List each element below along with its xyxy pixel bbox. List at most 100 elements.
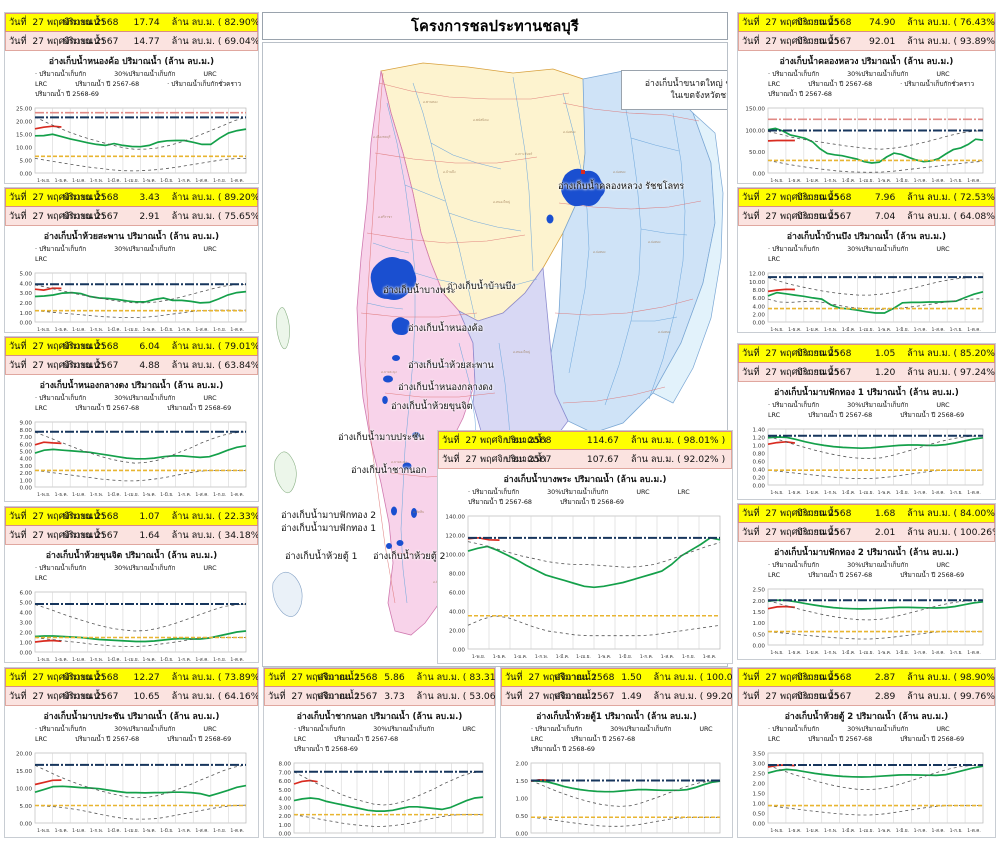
svg-text:1-ก.พ.: 1-ก.พ. bbox=[535, 654, 548, 660]
previous-percent: 93.89% bbox=[959, 35, 995, 47]
current-unit-percent: ล้าน ลบ.ม. ( 84.00% ) bbox=[901, 508, 995, 519]
legend-label: 30%ปริมาณน้ำเก็บกัก bbox=[847, 561, 909, 569]
svg-text:8.00: 8.00 bbox=[20, 428, 33, 434]
svg-text:1-มี.ค.: 1-มี.ค. bbox=[107, 827, 121, 834]
legend-label: ปริมาณน้ำ ปี 2568-69 bbox=[167, 403, 232, 412]
chart-series-line bbox=[34, 784, 247, 797]
legend-label: URC bbox=[203, 725, 217, 733]
previous-volume-value: 3.73 bbox=[384, 690, 405, 702]
legend-label: URC bbox=[936, 70, 950, 78]
svg-text:1-มี.ค.: 1-มี.ค. bbox=[107, 326, 121, 333]
svg-text:3.00: 3.00 bbox=[20, 464, 33, 470]
legend-item: LRC bbox=[511, 735, 543, 745]
legend-item: · ปริมาณน้ำเก็บกัก bbox=[748, 70, 819, 80]
volume-label-prev: ปริมาณน้ำ bbox=[62, 359, 105, 371]
svg-text:1-ก.ค.: 1-ก.ค. bbox=[178, 828, 191, 834]
legend-label: 30%ปริมาณน้ำเก็บกัก bbox=[373, 725, 435, 733]
chart-plot: 0.00 0.20 0.40 0.60 0.80 1.00 1.20 1.40 1-พ.ย. 1-… bbox=[738, 423, 995, 499]
current-year-row: วันที่ 27 พฤศจิกายน 2568 ปริมาณน้ำ 74.90… bbox=[738, 13, 995, 32]
svg-text:1-ธ.ค.: 1-ธ.ค. bbox=[55, 178, 68, 184]
chart-plot: 0.00 0.50 1.00 1.50 2.00 2.50 1-พ.ย. 1-ธ.ค. 1-ม.… bbox=[738, 583, 995, 659]
svg-text:1-เม.ย.: 1-เม.ย. bbox=[859, 650, 874, 656]
svg-text:1-มิ.ย.: 1-มิ.ย. bbox=[160, 828, 173, 834]
legend-label: · ปริมาณน้ำเก็บกัก bbox=[294, 725, 346, 733]
page-title-text: โครงการชลประทานชลบุรี bbox=[411, 18, 579, 35]
previous-volume-value: 14.77 bbox=[133, 35, 160, 47]
legend-label: 30%ปริมาณน้ำเก็บกัก bbox=[114, 564, 176, 572]
current-year-row: วันที่ 27 พฤศจิกายน 2568 ปริมาณน้ำ 2.87 … bbox=[738, 668, 995, 687]
chart-legend: · ปริมาณน้ำเก็บกัก 30%ปริมาณน้ำเก็บกัก URC… bbox=[738, 401, 995, 423]
svg-text:120.00: 120.00 bbox=[445, 533, 465, 539]
svg-text:1-มิ.ย.: 1-มิ.ย. bbox=[896, 828, 909, 834]
legend-item: · ปริมาณน้ำเก็บกัก bbox=[511, 725, 582, 735]
svg-text:1-มี.ค.: 1-มี.ค. bbox=[107, 656, 121, 663]
chart-plot-area: 0.00 5.00 10.00 15.00 20.00 25.00 1-พ.ย. 1-ธ.ค.… bbox=[16, 106, 247, 184]
chart-series-line bbox=[767, 599, 984, 610]
svg-text:1-ก.พ.: 1-ก.พ. bbox=[824, 327, 837, 333]
svg-text:1-ก.พ.: 1-ก.พ. bbox=[824, 490, 837, 496]
svg-text:5.00: 5.00 bbox=[20, 158, 33, 164]
date-label-prev: วันที่ 27 พฤศจิกายน 2567 bbox=[505, 690, 615, 702]
svg-text:12.00: 12.00 bbox=[749, 271, 765, 277]
svg-text:0.50: 0.50 bbox=[753, 811, 766, 817]
svg-text:1-เม.ย.: 1-เม.ย. bbox=[124, 327, 139, 333]
current-unit-percent: ล้าน ลบ.ม. ( 89.20% ) bbox=[165, 192, 259, 203]
svg-text:1-ต.ค.: 1-ต.ค. bbox=[230, 492, 244, 498]
legend-label: · ปริมาณน้ำเก็บกัก bbox=[35, 725, 87, 733]
chart-legend: · ปริมาณน้ำเก็บกัก 30%ปริมาณน้ำเก็บกัก URC… bbox=[5, 245, 258, 267]
current-percent: 84.00% bbox=[959, 508, 995, 519]
svg-text:อ.เมืองชลบุรี: อ.เมืองชลบุรี bbox=[373, 134, 391, 140]
svg-text:3.00: 3.00 bbox=[20, 291, 33, 297]
date-label-prev: วันที่ 27 พฤศจิกายน 2567 bbox=[9, 690, 119, 702]
current-year-row: วันที่ 27 พฤศจิกายน 2568 ปริมาณน้ำ 1.07 … bbox=[5, 507, 258, 526]
chart-plot: 0.001.002.003.004.005.006.007.008.001-พ.… bbox=[264, 757, 495, 837]
chart-series-line bbox=[767, 435, 984, 459]
previous-percent: 64.16% bbox=[224, 690, 259, 702]
legend-item: · ปริมาณน้ำเก็บกัก bbox=[748, 725, 819, 735]
svg-text:1.00: 1.00 bbox=[753, 801, 766, 807]
chart-title: อ่างเก็บน้ำคลองหลวง ปริมาณน้ำ (ล้าน ลบ.ม… bbox=[779, 57, 954, 67]
svg-text:1-ม.ค.: 1-ม.ค. bbox=[806, 490, 820, 496]
chart-plot-area: 0.00 20.00 40.00 60.00 80.00 100.00 120.00 140.… bbox=[445, 514, 721, 660]
previous-unit-percent: ล้าน ลบ.ม. ( 53.06% ) bbox=[411, 689, 495, 704]
svg-text:อ.ศรีราชา: อ.ศรีราชา bbox=[378, 215, 392, 219]
chart-title: อ่างเก็บน้ำมาบประชัน ปริมาณน้ำ (ล้าน ลบ.… bbox=[43, 712, 220, 722]
svg-text:5.00: 5.00 bbox=[20, 804, 33, 810]
legend-item: ปริมาณน้ำ ปี 2568-69 bbox=[540, 498, 624, 508]
svg-text:1-ม.ค.: 1-ม.ค. bbox=[806, 650, 820, 656]
chart-plot-area: 0.00 0.50 1.00 1.50 2.00 2.50 1-พ.ย. 1-ธ.ค. 1-ม.… bbox=[753, 587, 984, 656]
previous-unit-percent: ล้าน ลบ.ม. ( 64.16% ) bbox=[165, 690, 259, 702]
legend-label: ปริมาณน้ำ ปี 2568-69 bbox=[900, 410, 965, 419]
svg-text:0.00: 0.00 bbox=[20, 650, 33, 656]
svg-text:1-พ.ย.: 1-พ.ย. bbox=[37, 828, 50, 834]
legend-label: LRC bbox=[768, 570, 781, 579]
chart-legend: · ปริมาณน้ำเก็บกัก 30%ปริมาณน้ำเก็บกัก URC… bbox=[438, 488, 732, 510]
legend-label: URC bbox=[936, 401, 950, 409]
previous-year-row: วันที่ 27 พฤศจิกายน 2567 ปริมาณน้ำ 3.73 … bbox=[264, 687, 495, 706]
svg-text:1.50: 1.50 bbox=[516, 779, 529, 785]
legend-item: · ปริมาณน้ำเก็บกัก bbox=[15, 564, 86, 574]
legend-label: URC bbox=[936, 245, 950, 253]
svg-text:1-ส.ค.: 1-ส.ค. bbox=[932, 828, 945, 834]
previous-unit-percent: ล้าน ลบ.ม. ( 99.76% ) bbox=[901, 690, 995, 702]
previous-percent: 97.24% bbox=[959, 366, 995, 378]
previous-unit-percent: ล้าน ลบ.ม. ( 93.89% ) bbox=[901, 35, 995, 47]
current-unit-percent: ล้าน ลบ.ม. ( 79.01% ) bbox=[165, 341, 259, 352]
legend-label: · ปริมาณน้ำเก็บกัก bbox=[468, 488, 520, 496]
svg-text:0.00: 0.00 bbox=[753, 320, 766, 326]
current-year-row: วันที่ 27 พฤศจิกายน 2568 ปริมาณน้ำ 1.50 … bbox=[501, 668, 732, 687]
legend-item: LRC bbox=[15, 735, 47, 745]
previous-percent: 69.04% bbox=[224, 35, 259, 47]
legend-label: ปริมาณน้ำ ปี 2567-68 bbox=[808, 734, 873, 743]
legend-item: URC bbox=[916, 561, 949, 571]
chart-series-line bbox=[34, 779, 62, 786]
legend-item: LRC bbox=[748, 571, 780, 581]
map-legend-box: อ่างเก็บน้ำขนาดใหญ่ ขนาดกลาง ในเขตจังหวั… bbox=[621, 70, 727, 110]
svg-text:5.00: 5.00 bbox=[20, 271, 33, 277]
svg-text:1-ก.ย.: 1-ก.ย. bbox=[950, 178, 963, 184]
svg-text:1-มี.ค.: 1-มี.ค. bbox=[595, 837, 609, 838]
legend-label: · ปริมาณน้ำเก็บกักชั่วคราว bbox=[167, 79, 242, 88]
svg-text:1-เม.ย.: 1-เม.ย. bbox=[859, 178, 874, 184]
svg-text:1-พ.ค.: 1-พ.ค. bbox=[142, 828, 156, 834]
